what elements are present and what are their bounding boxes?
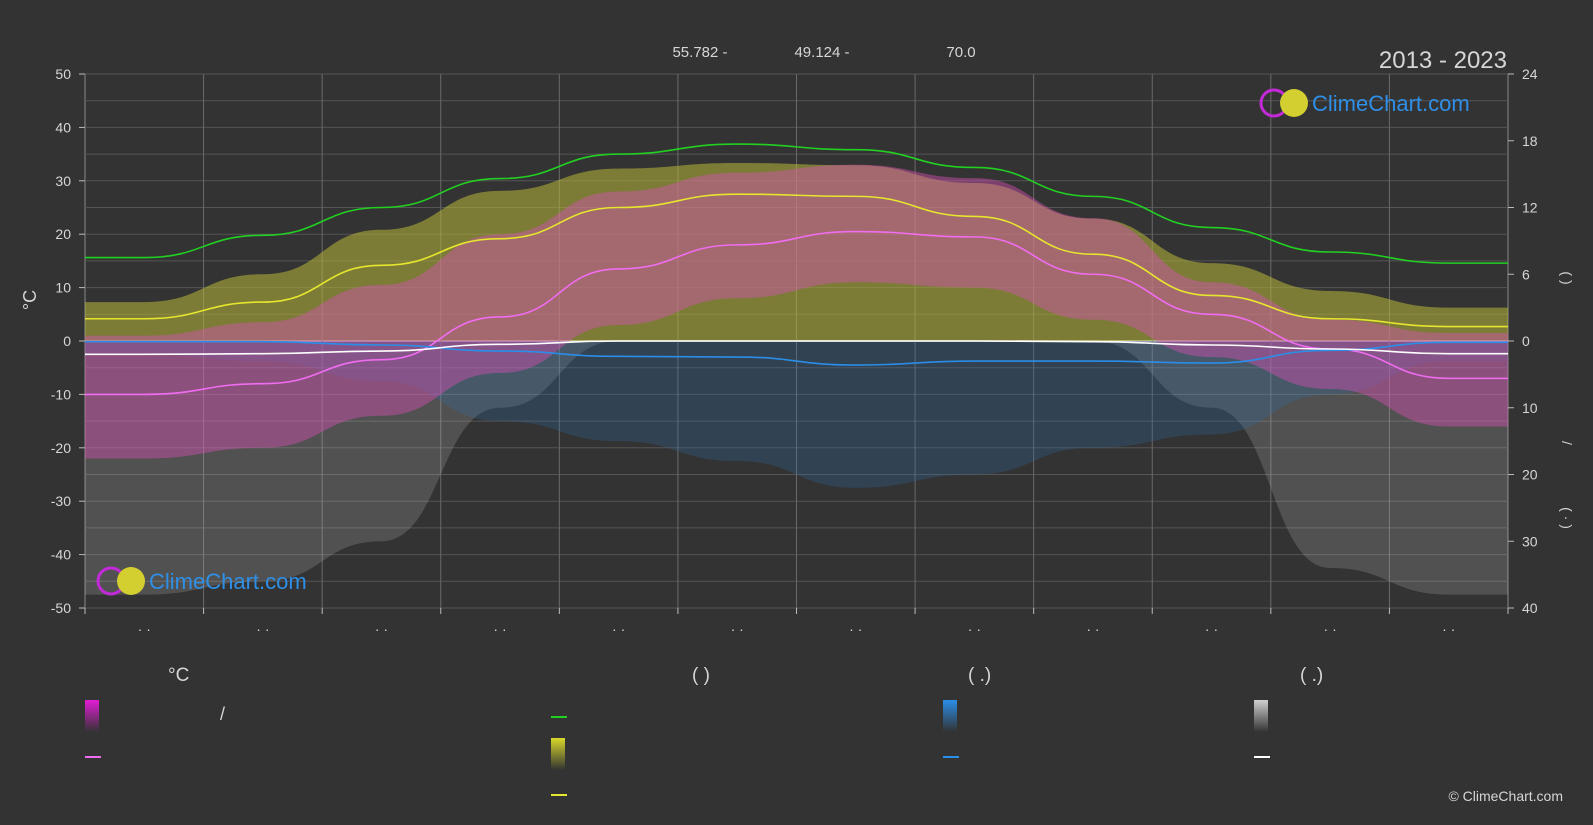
legend-group-title: ( .) [968, 665, 992, 686]
month-label: · · [1324, 621, 1337, 637]
legend-line-swatch [551, 716, 567, 718]
coord-longitude: 49.124 - [794, 44, 849, 61]
left-tick-label: 30 [55, 173, 71, 189]
legend-item-label: / [220, 704, 226, 724]
right-tick-label-precip: 20 [1522, 467, 1538, 483]
rain-band [85, 341, 1508, 488]
left-tick-label: 50 [55, 66, 71, 82]
month-label: · · [138, 621, 151, 637]
right-axis-label-bottom: ( · ) [1559, 507, 1575, 529]
coord-latitude: 55.782 - [672, 44, 727, 61]
left-axis-ticks: 50 40 30 20 10 0 -10 -20 -30 -40 -50 [51, 66, 85, 616]
month-label: · · [375, 621, 388, 637]
snow-band [85, 341, 1508, 595]
brand-logo-bottom: ClimeChart.com [96, 566, 307, 596]
legend-line-swatch [943, 756, 959, 758]
chart-bands [85, 163, 1508, 595]
right-axis-label-mid: / [1559, 441, 1575, 445]
left-tick-label: 40 [55, 119, 71, 135]
brand-logo-top: ClimeChart.com [1259, 88, 1470, 118]
logo-sun-icon [117, 567, 145, 595]
series-line-daylight [85, 143, 1508, 264]
right-tick-label-hours: 6 [1522, 266, 1530, 282]
right-tick-label-hours: 12 [1522, 200, 1538, 216]
legend-band-swatch [551, 738, 565, 770]
brand-name-top: ClimeChart.com [1312, 91, 1470, 116]
month-label: · · [1442, 621, 1455, 637]
left-tick-label: 10 [55, 280, 71, 296]
sunshine-band [85, 163, 1508, 341]
right-tick-label-hours: 18 [1522, 133, 1538, 149]
right-tick-label-precip: 30 [1522, 533, 1538, 549]
month-axis-labels: · · · · · · · · · · · · · · · · · · · · · · · · [84, 608, 1509, 637]
right-tick-label-precip: 40 [1522, 600, 1538, 616]
month-label: · · [1086, 621, 1099, 637]
copyright: © ClimeChart.com [1448, 788, 1563, 804]
left-tick-label: 20 [55, 226, 71, 242]
month-label: · · [256, 621, 269, 637]
month-label: · · [968, 621, 981, 637]
right-axis-ticks: 24 18 12 6 0 10 20 30 40 [1508, 66, 1538, 616]
right-tick-label-precip: 10 [1522, 400, 1538, 416]
legend-line-swatch [551, 794, 567, 796]
month-label: · · [1205, 621, 1218, 637]
series-line-snow_daily [85, 340, 1508, 356]
month-label: · · [493, 621, 506, 637]
brand-name-bottom: ClimeChart.com [149, 569, 307, 594]
legend-line-swatch [1254, 756, 1270, 758]
month-label: · · [731, 621, 744, 637]
left-tick-label: -20 [51, 440, 71, 456]
legend-band-swatch [1254, 700, 1268, 732]
legend-band-swatch [943, 700, 957, 732]
month-label: · · [849, 621, 862, 637]
left-tick-label: -50 [51, 600, 71, 616]
left-axis-label: °C [20, 290, 40, 310]
coord-elevation: 70.0 [946, 44, 975, 61]
legend-group-title: ( ) [692, 665, 710, 686]
logo-sun-icon [1280, 89, 1308, 117]
series-line-sunshine [85, 193, 1508, 328]
month-label: · · [612, 621, 625, 637]
temperature-band [85, 164, 1508, 459]
period-label: 2013 - 2023 [1379, 47, 1507, 74]
left-tick-label: 0 [63, 333, 71, 349]
series-line-temp_mean [85, 230, 1508, 396]
series-line-rain_daily [85, 340, 1508, 366]
chart-series-lines [85, 143, 1508, 396]
right-tick-label-hours: 24 [1522, 66, 1538, 82]
right-axis-label-top: ( ) [1559, 271, 1575, 284]
left-tick-label: -40 [51, 547, 71, 563]
left-tick-label: -10 [51, 386, 71, 402]
legend-band-swatch [85, 700, 99, 732]
legend-line-swatch [85, 756, 101, 758]
left-tick-label: -30 [51, 493, 71, 509]
legend-group-title: °C [168, 665, 190, 686]
right-tick-label-hours: 0 [1522, 333, 1530, 349]
legend-group-title: ( .) [1300, 665, 1324, 686]
